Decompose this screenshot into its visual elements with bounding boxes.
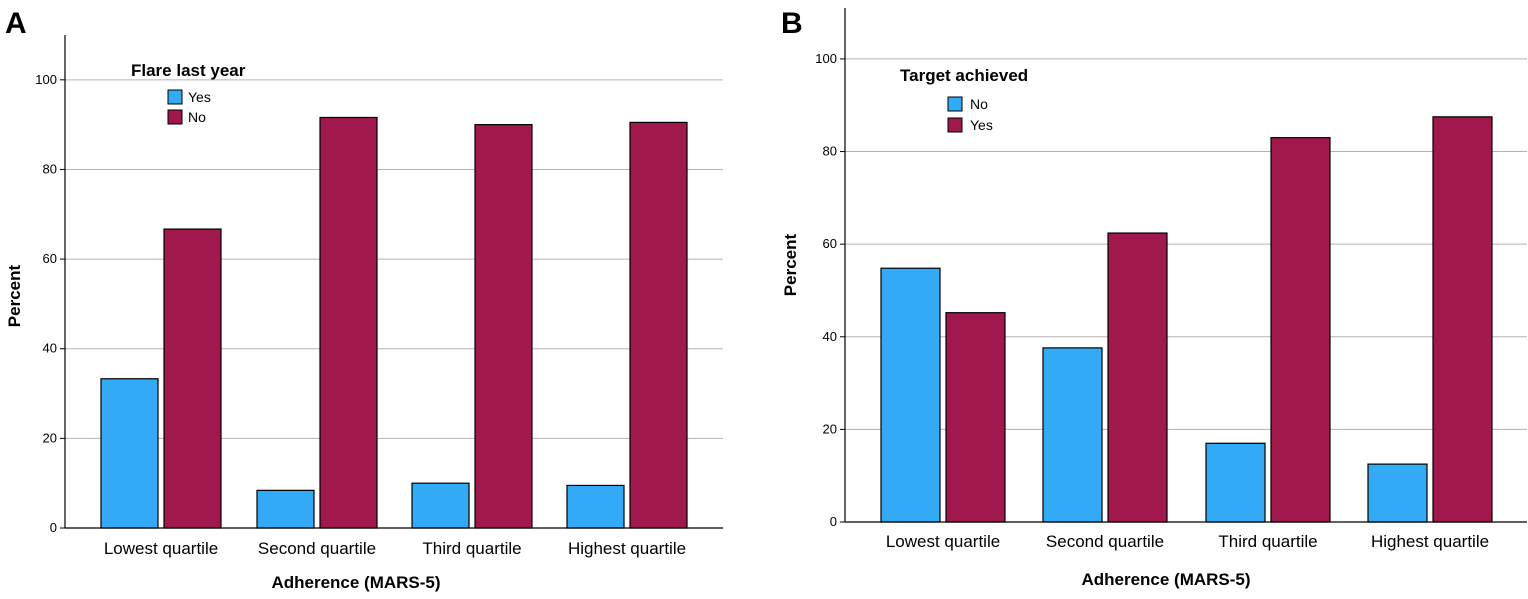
y-tick-label: 100 bbox=[35, 72, 57, 87]
y-axis-title: Percent bbox=[781, 233, 800, 296]
legend-swatch bbox=[167, 109, 183, 125]
bar-yes-4 bbox=[1432, 116, 1493, 523]
y-tick-label: 0 bbox=[50, 520, 57, 535]
bar-no-4 bbox=[629, 121, 688, 529]
legend: Flare last year Yes No bbox=[131, 61, 246, 125]
bar-yes-3 bbox=[411, 482, 470, 529]
x-tick-label: Third quartile bbox=[1218, 532, 1317, 551]
legend-title: Flare last year bbox=[131, 61, 246, 80]
chart-panel-a: A 0 20 40 60 80 100 Lowest quartile Second quart… bbox=[5, 7, 723, 592]
x-axis-title: Adherence (MARS-5) bbox=[1081, 570, 1250, 589]
x-tick-label: Third quartile bbox=[422, 539, 521, 558]
y-tick-label: 40 bbox=[823, 329, 837, 344]
bar-no-3 bbox=[474, 124, 533, 529]
legend-label: No bbox=[188, 109, 206, 125]
bar-yes-1 bbox=[945, 312, 1006, 523]
bar-yes-3 bbox=[1270, 137, 1331, 523]
y-tick-label: 40 bbox=[43, 341, 57, 356]
x-tick-label: Highest quartile bbox=[1371, 532, 1489, 551]
x-tick-label: Lowest quartile bbox=[104, 539, 218, 558]
y-tick-label: 80 bbox=[43, 161, 57, 176]
legend-swatch bbox=[167, 89, 183, 105]
x-tick-label: Lowest quartile bbox=[886, 532, 1000, 551]
bar-yes-2 bbox=[256, 489, 315, 529]
y-tick-label: 60 bbox=[43, 251, 57, 266]
y-tick-label: 60 bbox=[823, 236, 837, 251]
legend-swatch bbox=[947, 96, 963, 112]
y-tick-label: 20 bbox=[823, 421, 837, 436]
legend: Target achieved No Yes bbox=[900, 66, 1028, 133]
y-tick-label: 100 bbox=[815, 51, 837, 66]
y-tick-label: 20 bbox=[43, 430, 57, 445]
bar-yes-2 bbox=[1107, 232, 1168, 523]
panel-letter: A bbox=[5, 7, 27, 40]
legend-label: No bbox=[970, 96, 988, 112]
bar-no-3 bbox=[1205, 442, 1266, 523]
bar-no-2 bbox=[1042, 347, 1103, 523]
bar-no-1 bbox=[163, 228, 222, 529]
y-tick-label: 80 bbox=[823, 144, 837, 159]
bar-no-1 bbox=[880, 267, 941, 523]
legend-label: Yes bbox=[188, 89, 211, 105]
legend-label: Yes bbox=[970, 117, 993, 133]
x-tick-label: Second quartile bbox=[258, 539, 376, 558]
bar-yes-1 bbox=[100, 378, 159, 529]
y-axis-title: Percent bbox=[5, 264, 24, 327]
x-tick-label: Second quartile bbox=[1046, 532, 1164, 551]
bar-no-4 bbox=[1367, 463, 1428, 523]
panel-letter: B bbox=[781, 7, 803, 40]
bar-yes-4 bbox=[566, 484, 625, 529]
chart-panel-b: B 0 20 40 60 80 100 Lowest quartile Second quart… bbox=[781, 7, 1527, 589]
y-tick-label: 0 bbox=[830, 514, 837, 529]
x-tick-label: Highest quartile bbox=[568, 539, 686, 558]
x-axis-title: Adherence (MARS-5) bbox=[271, 573, 440, 592]
legend-title: Target achieved bbox=[900, 66, 1028, 85]
legend-swatch bbox=[947, 117, 963, 133]
bar-no-2 bbox=[319, 116, 378, 529]
